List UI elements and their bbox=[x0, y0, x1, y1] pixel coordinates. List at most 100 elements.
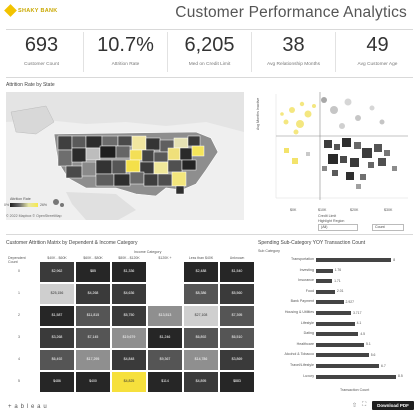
bar-category-label: Housing & Utilities bbox=[284, 310, 314, 314]
matrix-cell[interactable]: $2,962 bbox=[40, 262, 74, 282]
scatter-tick-1: $10K bbox=[318, 208, 327, 212]
matrix-cell[interactable]: $486 bbox=[40, 372, 74, 392]
matrix-cell[interactable]: $85 bbox=[76, 262, 110, 282]
matrix-cell[interactable]: $1,587 bbox=[40, 306, 74, 326]
highlight-label: Highlight Region bbox=[318, 219, 345, 223]
matrix-cell[interactable]: $9,367 bbox=[148, 350, 182, 370]
matrix-cell[interactable]: $25,156 bbox=[40, 284, 74, 304]
matrix-cell[interactable]: $1,246 bbox=[148, 328, 182, 348]
matrix-cell[interactable] bbox=[148, 284, 182, 304]
matrix-cell[interactable]: $4,895 bbox=[184, 372, 218, 392]
bar-mark[interactable] bbox=[316, 374, 396, 379]
size-by-value: Count bbox=[375, 225, 385, 229]
matrix-cell[interactable]: $4,636 bbox=[112, 284, 146, 304]
matrix-cell[interactable]: $13,513 bbox=[148, 306, 182, 326]
matrix-cell[interactable] bbox=[148, 262, 182, 282]
bar-mark[interactable] bbox=[316, 332, 359, 337]
kpi-customer-age: 49 Avg Customer Age bbox=[336, 32, 419, 72]
matrix-col-header: $60K - $80K bbox=[83, 255, 103, 260]
size-by-dropdown[interactable]: Count bbox=[372, 224, 404, 231]
map-title: Attrition Rate by State bbox=[6, 82, 55, 88]
bar-mark[interactable] bbox=[316, 289, 335, 294]
bar-category-label: Transportation bbox=[290, 257, 314, 261]
kpi-label: Med on Credit Limit bbox=[188, 62, 231, 67]
dashboard-header: SHAKY BANK Customer Performance Analytic… bbox=[0, 0, 419, 28]
matrix-cell[interactable]: $7,395 bbox=[220, 306, 254, 326]
matrix-cell[interactable]: $7,145 bbox=[76, 328, 110, 348]
kpi-value: 49 bbox=[366, 34, 389, 56]
matrix-cell[interactable]: $114 bbox=[148, 372, 182, 392]
bar-mark[interactable] bbox=[316, 279, 333, 284]
bar-category-label: Healthcare bbox=[296, 341, 314, 346]
bar-category-label: Dating bbox=[303, 331, 314, 336]
matrix-cell[interactable]: $27,108 bbox=[184, 306, 218, 326]
matrix-row-label: 5 bbox=[18, 379, 20, 384]
matrix-cell[interactable]: $883 bbox=[220, 372, 254, 392]
bar-title: Spending Sub-Category YOY Transaction Co… bbox=[258, 240, 366, 246]
map-legend-max: 26% bbox=[40, 203, 48, 207]
kpi-relationship-months: 38 Avg Relationship Months bbox=[252, 32, 336, 72]
scatter-y-label: Avg Months Inactive bbox=[256, 97, 260, 130]
bar-mark[interactable] bbox=[316, 342, 364, 347]
kpi-attrition-rate: 10.7% Attrition Rate bbox=[84, 32, 168, 72]
matrix-cell[interactable]: $14,786 bbox=[184, 350, 218, 370]
matrix-cell[interactable]: $2,488 bbox=[184, 262, 218, 282]
matrix-title: Customer Attrition Matrix by Dependent &… bbox=[6, 240, 138, 246]
bar-value-label: 4.1 bbox=[356, 321, 362, 326]
matrix-cell[interactable]: $400 bbox=[76, 372, 110, 392]
matrix-cell[interactable]: $4,825 bbox=[112, 372, 146, 392]
matrix-col-header: Unknown bbox=[229, 255, 245, 260]
bar-mark[interactable] bbox=[316, 300, 344, 305]
matrix-col-header: $120K + bbox=[158, 255, 172, 260]
bar-mark[interactable] bbox=[316, 268, 333, 273]
kpi-label: Avg Customer Age bbox=[357, 62, 398, 67]
matrix-cell[interactable]: $6,492 bbox=[40, 350, 74, 370]
matrix-col-header: $80K - $120K bbox=[118, 255, 140, 260]
bar-value-label: 6.7 bbox=[381, 363, 386, 368]
matrix-cell[interactable]: $3,869 bbox=[220, 350, 254, 370]
matrix-cell[interactable]: $6,892 bbox=[184, 328, 218, 348]
bar-value-label: 2.01 bbox=[336, 289, 344, 294]
kpi-label: Avg Relationship Months bbox=[267, 62, 320, 67]
bar-value-label: 8 bbox=[393, 257, 396, 262]
bar-value-label: 1.71 bbox=[334, 278, 341, 283]
bar-value-label: 3.717 bbox=[352, 310, 362, 315]
bar-mark[interactable] bbox=[316, 321, 355, 326]
scatter-plot[interactable] bbox=[262, 88, 410, 208]
share-icon[interactable]: ⇧ bbox=[352, 403, 358, 409]
download-pdf-label: Download PDF bbox=[377, 403, 409, 408]
bar-category-label: Insurance bbox=[298, 278, 314, 283]
bar-category-label: Travel/Lifestyle bbox=[289, 363, 314, 367]
download-pdf-button[interactable]: Download PDF bbox=[372, 401, 414, 410]
map-legend-title: Attrition Rate bbox=[10, 197, 31, 201]
matrix-cell[interactable]: $8,386 bbox=[184, 284, 218, 304]
bar-mark[interactable] bbox=[316, 353, 369, 358]
logo-text: SHAKY BANK bbox=[18, 7, 58, 14]
matrix-cell[interactable]: $6,510 bbox=[220, 328, 254, 348]
bar-value-label: 5.1 bbox=[366, 342, 371, 347]
fullscreen-icon[interactable]: ⛶ bbox=[362, 402, 367, 408]
attrition-map[interactable] bbox=[6, 92, 244, 220]
map-legend-min: 0% bbox=[4, 203, 10, 207]
bar-mark[interactable] bbox=[316, 258, 392, 262]
bar-category-label: Food bbox=[305, 288, 314, 293]
matrix-cell[interactable]: $5,560 bbox=[220, 284, 254, 304]
highlight-dropdown[interactable]: (All) bbox=[318, 224, 358, 231]
matrix-cell[interactable]: $4,268 bbox=[76, 284, 110, 304]
matrix-cell[interactable]: $19,679 bbox=[112, 328, 146, 348]
matrix-cell[interactable]: $11,815 bbox=[76, 306, 110, 326]
bar-mark[interactable] bbox=[316, 311, 351, 315]
page-title: Customer Performance Analytics bbox=[175, 4, 407, 21]
matrix-col-group: Income Category bbox=[134, 250, 162, 254]
bar-mark[interactable] bbox=[316, 364, 380, 368]
matrix-row-label: 0 bbox=[18, 269, 20, 274]
matrix-cell[interactable]: $4,848 bbox=[112, 350, 146, 370]
matrix-cell[interactable]: $1,336 bbox=[112, 262, 146, 282]
matrix-cell[interactable]: $1,540 bbox=[220, 262, 254, 282]
header-divider bbox=[6, 29, 413, 30]
matrix-cell[interactable]: $3,268 bbox=[40, 328, 74, 348]
matrix-cell[interactable]: $5,750 bbox=[112, 306, 146, 326]
kpi-row: 693 Customer Count 10.7% Attrition Rate … bbox=[0, 28, 419, 76]
kpi-value: 38 bbox=[282, 34, 305, 56]
matrix-cell[interactable]: $17,295 bbox=[76, 350, 110, 370]
